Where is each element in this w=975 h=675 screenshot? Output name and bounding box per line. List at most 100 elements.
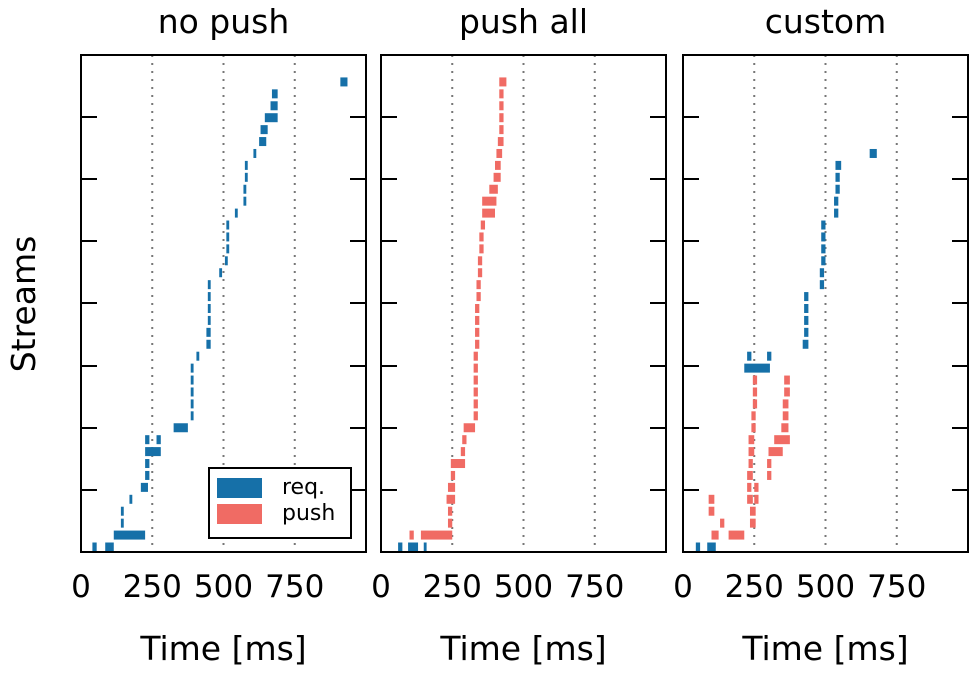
request-bar [226, 232, 230, 242]
request-bar [105, 542, 114, 552]
push-bar [749, 506, 756, 516]
legend-label: push [282, 501, 335, 526]
legend-label: req. [282, 475, 325, 500]
request-bar [207, 280, 211, 290]
push-bar [782, 399, 789, 409]
push-bar [748, 459, 753, 469]
request-bar [804, 304, 809, 313]
panel-title: push all [459, 2, 588, 41]
request-bar [819, 268, 825, 278]
push-bar [752, 387, 758, 397]
request-bar [835, 184, 840, 194]
push-bar [497, 137, 504, 147]
push-bar [708, 506, 715, 516]
request-bar [804, 315, 809, 325]
push-bar [711, 530, 719, 540]
request-bar [835, 172, 840, 182]
request-bar [398, 542, 403, 552]
request-bar [226, 244, 230, 254]
request-bar [253, 148, 257, 158]
request-bar [767, 351, 772, 361]
request-bar [804, 292, 809, 302]
request-bar [145, 470, 150, 480]
x-axis-label: Time [ms] [439, 629, 606, 668]
push-bar [782, 411, 789, 421]
legend-swatch [217, 504, 262, 524]
request-bar [207, 292, 211, 302]
x-tick-label: 500 [796, 569, 855, 605]
push-bar [747, 482, 752, 492]
push-bar [479, 232, 484, 242]
push-bar [496, 148, 503, 158]
push-bar [473, 375, 478, 385]
panels: no push 0 250 500 750 Time [ms] req.push push a… [71, 2, 969, 668]
push-bar [749, 518, 756, 528]
push-bar [447, 518, 453, 528]
request-bar [259, 137, 267, 147]
request-bar [173, 423, 188, 433]
request-bar [156, 435, 161, 445]
x-tick-label: 0 [371, 569, 391, 605]
legend-swatch [217, 478, 262, 498]
push-bar [473, 387, 478, 397]
request-bar [821, 256, 826, 266]
push-bar [460, 447, 466, 457]
push-bar [475, 339, 480, 349]
panel-2: custom 0 250 500 750 Time [ms] [673, 2, 969, 668]
request-bar [260, 125, 268, 135]
push-bar [767, 470, 772, 480]
request-bar [408, 542, 419, 552]
push-bar [475, 315, 480, 325]
request-bar [120, 518, 124, 528]
push-bar [751, 411, 756, 421]
push-bar [473, 411, 478, 421]
push-bar [747, 470, 753, 480]
push-bar [728, 530, 745, 540]
request-bar [270, 101, 278, 111]
push-bar [463, 423, 476, 433]
push-bar [462, 435, 467, 445]
request-bar [207, 315, 211, 325]
x-axis-label: Time [ms] [139, 629, 306, 668]
request-bar [92, 542, 97, 552]
panel-0: no push 0 250 500 750 Time [ms] req.push [71, 2, 367, 668]
push-bar [784, 375, 790, 385]
request-bar [340, 77, 348, 87]
x-tick-label: 250 [423, 569, 482, 605]
request-bar [747, 351, 752, 361]
panel-title: no push [158, 2, 290, 41]
push-bar [768, 447, 783, 457]
request-bar [224, 256, 228, 266]
request-bar [804, 327, 809, 337]
push-bar [499, 77, 507, 87]
x-tick-label: 250 [725, 569, 784, 605]
push-bar [409, 530, 414, 540]
push-bar [420, 530, 453, 540]
push-bar [748, 447, 755, 457]
request-bar [190, 387, 194, 397]
push-bar [480, 220, 486, 230]
push-bar [752, 375, 758, 385]
push-bar [752, 399, 758, 409]
x-axis-label: Time [ms] [741, 629, 908, 668]
x-tick-label: 0 [673, 569, 693, 605]
push-bar [754, 494, 759, 504]
push-bar [477, 268, 483, 278]
request-bar [206, 339, 211, 349]
request-bar [145, 459, 150, 469]
push-bar [476, 280, 481, 290]
push-bar [447, 482, 456, 492]
request-bar [244, 172, 248, 182]
push-bar [482, 208, 495, 218]
push-bar [499, 101, 504, 111]
x-tick-label: 750 [565, 569, 624, 605]
request-bar [423, 542, 427, 552]
push-bar [450, 459, 466, 469]
push-bar [754, 482, 759, 492]
request-bar [834, 208, 839, 218]
push-bar [473, 351, 478, 361]
x-tick-label: 500 [494, 569, 553, 605]
push-bar [781, 423, 789, 433]
push-bar [748, 435, 755, 445]
push-bar [499, 125, 504, 135]
